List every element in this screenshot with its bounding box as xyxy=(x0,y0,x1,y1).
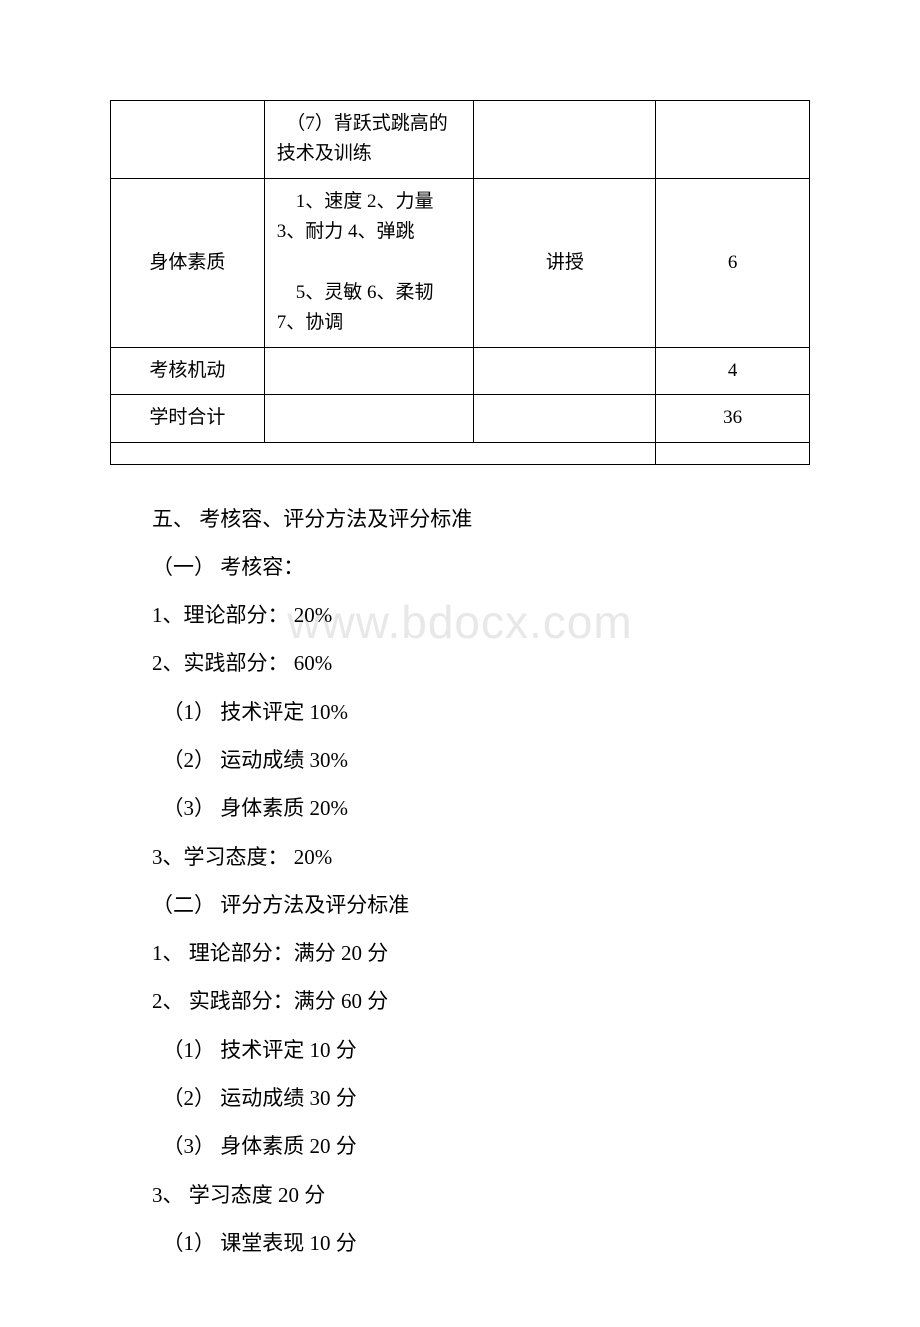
text-line: （3） 身体素质 20% xyxy=(110,784,810,832)
text-line: （1） 技术评定 10 分 xyxy=(110,1026,810,1074)
table-cell xyxy=(111,442,656,464)
table-cell xyxy=(656,101,810,179)
text-line: 1、 理论部分：满分 20 分 xyxy=(110,929,810,977)
table-row: （7）背跃式跳高的技术及训练 xyxy=(111,101,810,179)
table-cell xyxy=(474,395,656,442)
table-cell xyxy=(264,347,474,394)
text-line: （一） 考核容： xyxy=(110,543,810,591)
text-line: 3、 学习态度 20 分 xyxy=(110,1171,810,1219)
text-line: 2、实践部分： 60% xyxy=(110,639,810,687)
text-line: 1、理论部分： 20% xyxy=(110,591,810,639)
course-table: （7）背跃式跳高的技术及训练身体素质 1、速度 2、力量 3、耐力 4、弹跳 5… xyxy=(110,100,810,465)
table-cell: 身体素质 xyxy=(111,178,265,347)
text-line: （1） 课堂表现 10 分 xyxy=(110,1219,810,1267)
table-cell: 学时合计 xyxy=(111,395,265,442)
table-cell xyxy=(111,101,265,179)
table-cell xyxy=(656,442,810,464)
table-cell: 36 xyxy=(656,395,810,442)
page-content: （7）背跃式跳高的技术及训练身体素质 1、速度 2、力量 3、耐力 4、弹跳 5… xyxy=(110,100,810,1267)
text-line: 2、 实践部分：满分 60 分 xyxy=(110,977,810,1025)
text-line: （2） 运动成绩 30 分 xyxy=(110,1074,810,1122)
table-row: 学时合计 36 xyxy=(111,395,810,442)
table-row: 考核机动 4 xyxy=(111,347,810,394)
text-line: （1） 技术评定 10% xyxy=(110,688,810,736)
text-line: （二） 评分方法及评分标准 xyxy=(110,881,810,929)
document-body: 五、 考核容、评分方法及评分标准（一） 考核容：1、理论部分： 20%2、实践部… xyxy=(110,495,810,1268)
table-cell: 讲授 xyxy=(474,178,656,347)
table-cell xyxy=(474,101,656,179)
text-line: （2） 运动成绩 30% xyxy=(110,736,810,784)
text-line: 3、学习态度： 20% xyxy=(110,833,810,881)
table-cell: 6 xyxy=(656,178,810,347)
table-row xyxy=(111,442,810,464)
table-row: 身体素质 1、速度 2、力量 3、耐力 4、弹跳 5、灵敏 6、柔韧 7、协调讲… xyxy=(111,178,810,347)
table-cell: 1、速度 2、力量 3、耐力 4、弹跳 5、灵敏 6、柔韧 7、协调 xyxy=(264,178,474,347)
table-cell xyxy=(474,347,656,394)
table-cell xyxy=(264,395,474,442)
table-cell: 考核机动 xyxy=(111,347,265,394)
table-cell: （7）背跃式跳高的技术及训练 xyxy=(264,101,474,179)
text-line: 五、 考核容、评分方法及评分标准 xyxy=(110,495,810,543)
table-cell: 4 xyxy=(656,347,810,394)
text-line: （3） 身体素质 20 分 xyxy=(110,1122,810,1170)
